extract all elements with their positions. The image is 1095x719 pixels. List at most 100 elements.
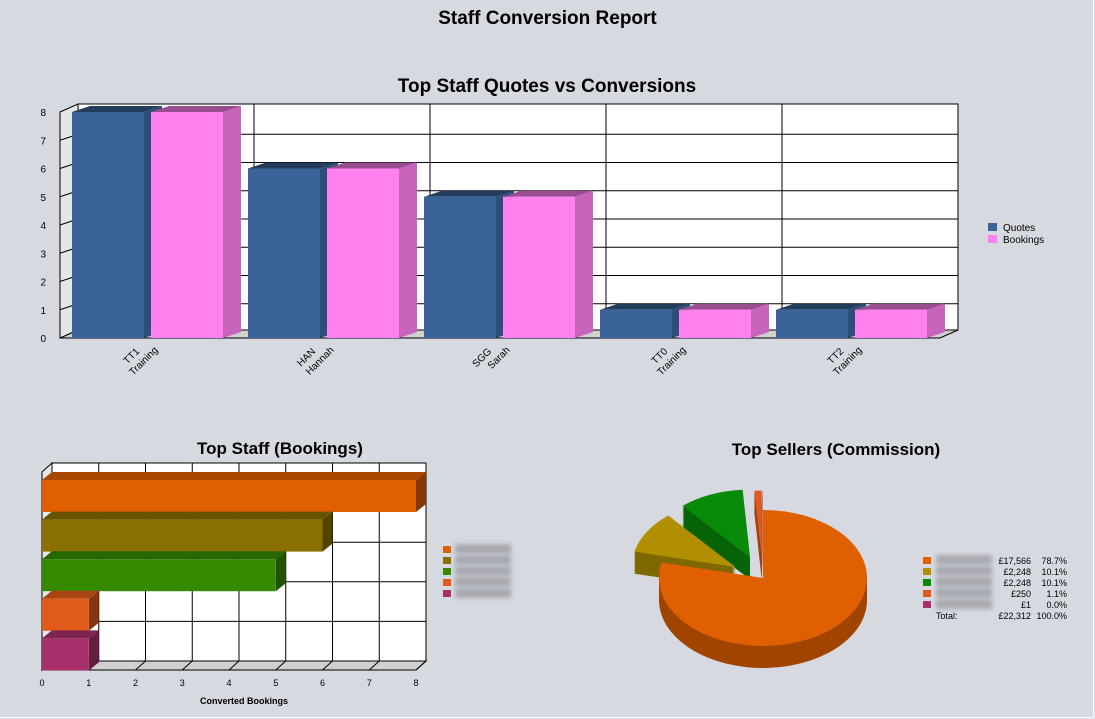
chart2-bar-top <box>42 511 333 520</box>
chart1-title: Top Staff Quotes vs Conversions <box>397 76 697 97</box>
chart1-bar-top <box>679 303 769 310</box>
chart2-legend-redacted-label <box>455 566 511 576</box>
chart1-bar-quotes <box>424 190 514 338</box>
chart2-legend-redacted-label <box>455 555 511 565</box>
chart2-bar-side <box>88 590 99 631</box>
pie-legend-swatch <box>923 579 931 586</box>
chart1-ytick-label: 8 <box>40 108 46 119</box>
chart1-legend-swatch <box>988 235 997 243</box>
chart1-bar-front <box>424 196 496 338</box>
chart2-bar-front <box>42 638 89 671</box>
pie-legend-amount: £2,248 <box>1003 578 1031 588</box>
chart1-bar-front <box>151 112 223 338</box>
chart1-bar-top <box>248 162 338 169</box>
chart2-legend-swatch <box>443 590 451 597</box>
chart1-bar-side <box>223 106 241 338</box>
chart2-bar-front <box>42 519 323 552</box>
chart2-xtick-label: 5 <box>273 678 278 688</box>
chart2-xtick-label: 8 <box>413 678 418 688</box>
chart1-ytick-label: 5 <box>40 193 46 204</box>
chart2-bar-side <box>322 511 333 552</box>
chart1-ytick-label: 6 <box>40 165 46 176</box>
chart1-legend-swatch <box>988 223 997 231</box>
chart3-title: Top Sellers (Commission) <box>731 440 941 459</box>
chart1-ytick-label: 7 <box>40 136 46 147</box>
chart2-legend-redacted-label <box>455 577 511 587</box>
chart2-legend-swatch <box>443 557 451 564</box>
chart2-legend-redacted-label <box>455 544 511 554</box>
chart2-bar-top <box>42 551 286 560</box>
chart1-bar-top <box>600 303 690 310</box>
pie-legend-swatch <box>923 601 931 608</box>
pie-legend-amount: £1 <box>1021 600 1031 610</box>
chart2-xtick-label: 2 <box>133 678 138 688</box>
chart1-bar-front <box>776 309 848 338</box>
chart2-gridline-floor <box>228 660 240 671</box>
pie-legend-swatch <box>923 568 931 575</box>
chart2-gridline-floor <box>275 660 287 671</box>
pie-total-percent: 100.0% <box>1036 611 1067 621</box>
chart2-bar-side <box>416 472 426 512</box>
pie-legend-redacted-label <box>936 555 992 565</box>
chart2-gridline-floor <box>181 660 193 671</box>
pie-legend-redacted-label <box>936 577 992 587</box>
chart1-bar-side <box>927 303 945 338</box>
chart2-gridline-floor <box>135 660 146 671</box>
chart1-bar-bookings <box>151 106 241 338</box>
chart2-gridline-floor <box>415 660 427 671</box>
chart1-legend-label: Bookings <box>1003 235 1044 246</box>
chart2-bar-top <box>42 472 426 480</box>
chart1-bar-top <box>503 190 593 197</box>
chart1-bar-front <box>855 309 927 338</box>
chart2-bar <box>42 472 426 512</box>
chart1-bar-top <box>151 106 241 112</box>
chart1-bar-top <box>327 162 417 169</box>
chart2-gridline-floor <box>322 660 333 671</box>
chart1-ytick-label: 1 <box>40 306 46 317</box>
chart1-bar-front <box>248 168 320 338</box>
chart2-legend-swatch <box>443 546 451 553</box>
chart1-ytick-label: 4 <box>40 221 46 232</box>
chart2-bar <box>42 511 333 552</box>
pie-legend-swatch <box>923 590 931 597</box>
chart2-xtick-label: 3 <box>180 678 185 688</box>
chart2-gridline-floor <box>368 660 380 671</box>
pie-legend-percent: 10.1% <box>1041 567 1067 577</box>
chart1-bar-front <box>72 112 144 338</box>
chart1-bar-side <box>399 162 417 338</box>
report-title: Staff Conversion Report <box>438 8 657 29</box>
pie-legend-redacted-label <box>936 566 992 576</box>
chart2-legend-swatch <box>443 568 451 575</box>
chart2-bar-top <box>42 630 99 639</box>
chart2-bar-front <box>42 480 416 512</box>
chart2-bar-front <box>42 598 89 631</box>
chart2-xaxis-label: Converted Bookings <box>200 696 288 706</box>
chart1-bar-top <box>855 303 945 310</box>
chart2-bar-front <box>42 559 276 592</box>
pie-slice <box>658 510 867 647</box>
pie-legend-percent: 0.0% <box>1046 600 1067 610</box>
chart2-bar <box>42 630 99 671</box>
pie-legend-amount: £2,248 <box>1003 567 1031 577</box>
chart2-title: Top Staff (Bookings) <box>197 439 363 458</box>
chart1-ytick-label: 0 <box>40 334 46 345</box>
chart1-bar-bookings <box>503 190 593 338</box>
chart2-bar <box>42 590 99 631</box>
chart2-bar <box>42 551 286 592</box>
chart2-legend-swatch <box>443 579 451 586</box>
chart1-bar-quotes <box>600 303 690 338</box>
pie-legend-percent: 1.1% <box>1046 589 1067 599</box>
pie-slice <box>754 490 762 559</box>
pie-legend-redacted-label <box>936 599 992 609</box>
chart1-legend-label: Quotes <box>1003 223 1035 234</box>
chart1-bar-top <box>424 190 514 197</box>
pie-slice <box>682 489 751 558</box>
chart2-xtick-label: 7 <box>367 678 372 688</box>
chart1-bar-bookings <box>327 162 417 338</box>
chart1-bar-front <box>679 309 751 338</box>
chart1-bar-top <box>72 106 162 112</box>
